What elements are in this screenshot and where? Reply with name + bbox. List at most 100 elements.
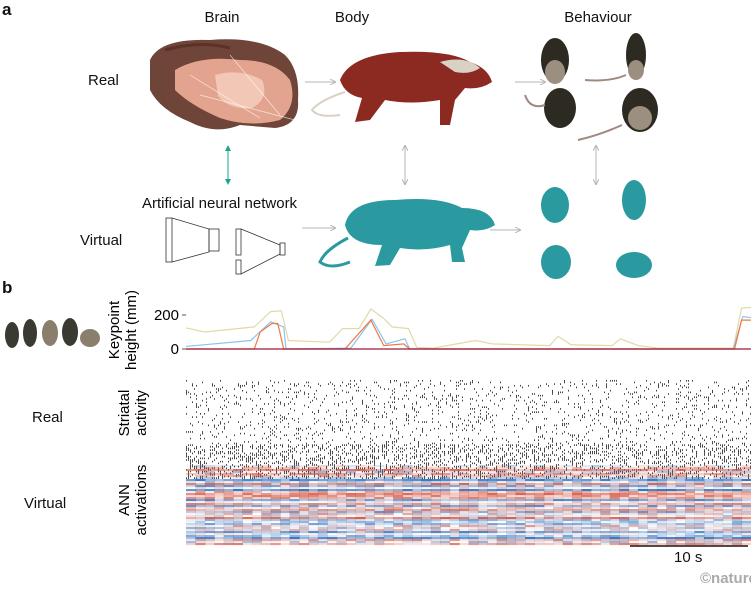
spike <box>426 398 427 400</box>
heatmap-cell <box>261 505 272 508</box>
spike <box>230 447 231 450</box>
spike <box>248 455 249 458</box>
spike <box>406 459 407 461</box>
spike <box>440 399 441 402</box>
spike <box>658 457 659 460</box>
heatmap-cell <box>233 485 243 488</box>
heatmap-cell <box>562 485 573 488</box>
spike <box>436 464 437 466</box>
heatmap-cell <box>609 477 620 480</box>
spike <box>308 475 309 478</box>
heatmap-cell <box>675 467 686 470</box>
spike <box>606 459 607 461</box>
spike <box>512 417 513 420</box>
heatmap-cell <box>449 475 460 478</box>
spike <box>336 391 337 394</box>
heatmap-cell <box>722 467 733 470</box>
heatmap-cell <box>581 489 592 492</box>
spike <box>344 477 345 479</box>
heatmap-cell <box>732 473 743 476</box>
spike <box>546 431 547 433</box>
spike <box>698 460 699 463</box>
spike <box>314 393 315 395</box>
spike <box>636 460 637 463</box>
spike <box>306 454 307 456</box>
heatmap-cell <box>685 511 695 514</box>
spike <box>250 421 251 423</box>
heatmap-cell <box>459 491 469 494</box>
spike <box>480 450 481 453</box>
spike <box>656 396 657 399</box>
spike <box>204 413 205 415</box>
spike <box>200 462 201 465</box>
spike <box>630 449 631 451</box>
spike <box>666 459 667 461</box>
heatmap-cell <box>430 483 441 486</box>
spike <box>656 457 657 460</box>
spike <box>428 462 429 465</box>
spike <box>348 467 349 470</box>
spike <box>694 457 695 460</box>
spike <box>584 416 585 418</box>
heatmap-cell <box>609 465 620 468</box>
heatmap-cell <box>299 505 309 508</box>
spike <box>712 460 713 463</box>
heatmap-cell <box>609 503 620 506</box>
spike <box>678 457 679 460</box>
spike <box>350 477 351 479</box>
spike <box>370 447 371 450</box>
spike <box>234 403 235 405</box>
spike <box>272 432 273 435</box>
spike <box>364 421 365 423</box>
spike <box>394 391 395 394</box>
spike <box>222 413 223 415</box>
spike <box>478 457 479 460</box>
spike <box>472 408 473 410</box>
heatmap-cell <box>261 511 272 514</box>
spike <box>610 464 611 466</box>
spike <box>724 457 725 460</box>
heatmap-cell <box>374 485 385 488</box>
heatmap-cell <box>327 473 338 476</box>
heatmap-cell <box>703 509 714 512</box>
spike <box>686 477 687 479</box>
heatmap-cell <box>515 495 526 498</box>
spike <box>450 380 451 382</box>
spike <box>320 447 321 450</box>
spike <box>590 475 591 478</box>
heatmap-cell <box>289 505 300 508</box>
heatmap-cell <box>195 497 206 500</box>
spike <box>510 462 511 465</box>
spike <box>212 384 213 387</box>
spike <box>628 447 629 450</box>
spike <box>722 462 723 465</box>
spike <box>514 467 515 470</box>
spike <box>394 457 395 460</box>
heatmap-cell <box>487 487 498 490</box>
spike <box>292 477 293 479</box>
heatmap-cell <box>477 469 488 472</box>
spike <box>656 450 657 453</box>
spike <box>740 474 741 476</box>
spike <box>276 424 277 427</box>
spike <box>244 413 245 415</box>
spike <box>700 434 701 437</box>
spike <box>496 437 497 440</box>
spike <box>220 394 221 397</box>
heatmap-cell <box>515 489 526 492</box>
spike <box>456 455 457 458</box>
spike <box>658 452 659 455</box>
spike <box>320 459 321 461</box>
spike <box>616 472 617 474</box>
heatmap-cell <box>619 497 630 500</box>
spike <box>488 439 489 441</box>
spike <box>192 465 193 468</box>
heatmap-cell <box>280 505 291 508</box>
spike <box>708 449 709 451</box>
spike <box>508 462 509 465</box>
spike <box>242 416 243 418</box>
heatmap-cell <box>713 489 724 492</box>
spike <box>480 409 481 412</box>
spike <box>508 465 509 468</box>
heatmap-cell <box>327 487 338 490</box>
